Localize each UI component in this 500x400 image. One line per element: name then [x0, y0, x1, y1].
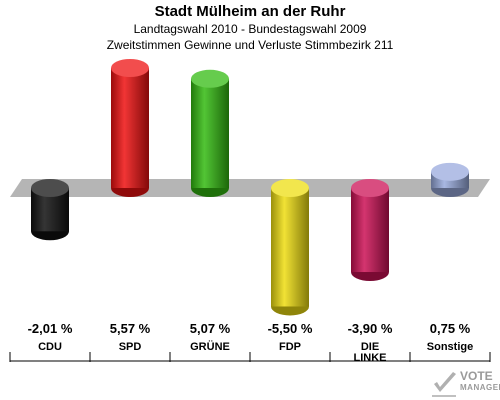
bar-fdp — [271, 179, 309, 316]
chart-subtitle-district: Zweitstimmen Gewinne und Verluste Stimmb… — [106, 38, 394, 52]
chart-title: Stadt Mülheim an der Ruhr — [154, 3, 346, 20]
value-label: -5,50 % — [268, 321, 313, 336]
value-label: 5,07 % — [190, 321, 231, 336]
check-mark-icon — [432, 372, 456, 397]
bar-die-linke — [351, 179, 389, 282]
category-label: FDP — [279, 341, 301, 353]
bar-cdu — [31, 179, 69, 241]
category-label: LINKE — [354, 352, 387, 364]
category-label: Sonstige — [427, 341, 473, 353]
bar-sonstige — [431, 162, 469, 197]
vote-manager-logo: VOTE MANAGER — [430, 368, 500, 400]
bar-gruene — [191, 69, 229, 197]
logo-text-vote: VOTE — [460, 369, 493, 383]
category-label: DIE — [361, 341, 379, 353]
zero-baseline-plane — [10, 179, 490, 197]
category-label: SPD — [119, 341, 142, 353]
chart-subtitle-election: Landtagswahl 2010 - Bundestagswahl 2009 — [133, 22, 367, 36]
value-label: 5,57 % — [110, 321, 151, 336]
category-label: GRÜNE — [190, 340, 230, 353]
logo-text-manager: MANAGER — [460, 383, 500, 392]
bar-spd — [111, 59, 149, 197]
category-label: CDU — [38, 341, 62, 353]
value-label: -3,90 % — [348, 321, 393, 336]
value-label: -2,01 % — [28, 321, 73, 336]
value-label: 0,75 % — [430, 321, 471, 336]
